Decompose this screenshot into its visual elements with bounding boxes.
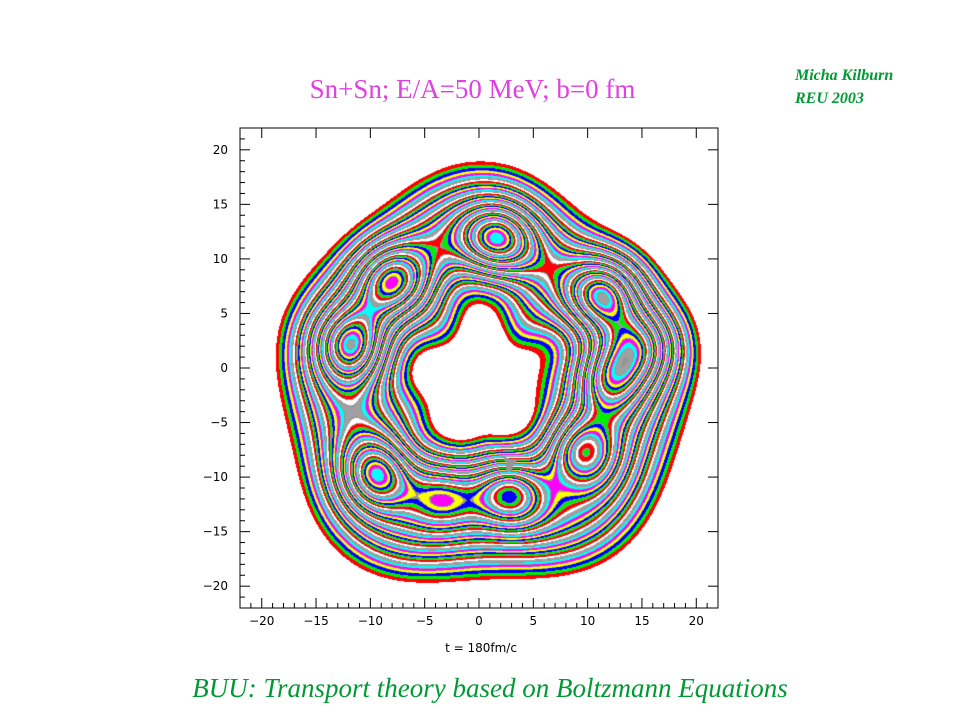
x-tick-label: 15 bbox=[634, 614, 649, 628]
x-tick-label: 5 bbox=[529, 614, 537, 628]
author-credit: Micha Kilburn REU 2003 bbox=[795, 64, 893, 110]
y-tick-label: 10 bbox=[213, 252, 228, 266]
y-tick-label: −10 bbox=[203, 470, 228, 484]
density-contours bbox=[240, 128, 718, 608]
y-tick-label: −15 bbox=[203, 525, 228, 539]
y-tick-label: 15 bbox=[213, 197, 228, 211]
y-tick-label: 0 bbox=[220, 361, 228, 375]
y-tick-label: −20 bbox=[203, 579, 228, 593]
y-tick-label: −5 bbox=[210, 416, 228, 430]
slide-caption: BUU: Transport theory based on Boltzmann… bbox=[192, 673, 788, 703]
axis-ticks: −20 −15 −10 −5 0 5 10 15 20 −20 −15 −10 −5 0 5 10 15 20 bbox=[203, 127, 719, 628]
x-tick-label: −15 bbox=[303, 614, 328, 628]
x-tick-label: −10 bbox=[358, 614, 383, 628]
x-tick-label: −20 bbox=[249, 614, 274, 628]
x-axis-label: t = 180fm/c bbox=[445, 641, 517, 655]
y-tick-label: 20 bbox=[213, 143, 228, 157]
author-name: Micha Kilburn bbox=[795, 67, 894, 84]
author-program: REU 2003 bbox=[795, 90, 864, 107]
x-tick-label: 10 bbox=[580, 614, 595, 628]
x-tick-label: 0 bbox=[475, 614, 483, 628]
chart-title: Sn+Sn; E/A=50 MeV; b=0 fm bbox=[309, 74, 636, 104]
x-tick-label: 20 bbox=[689, 614, 704, 628]
x-tick-label: −5 bbox=[416, 614, 434, 628]
contour-layer bbox=[240, 128, 718, 608]
y-tick-label: 5 bbox=[220, 306, 228, 320]
